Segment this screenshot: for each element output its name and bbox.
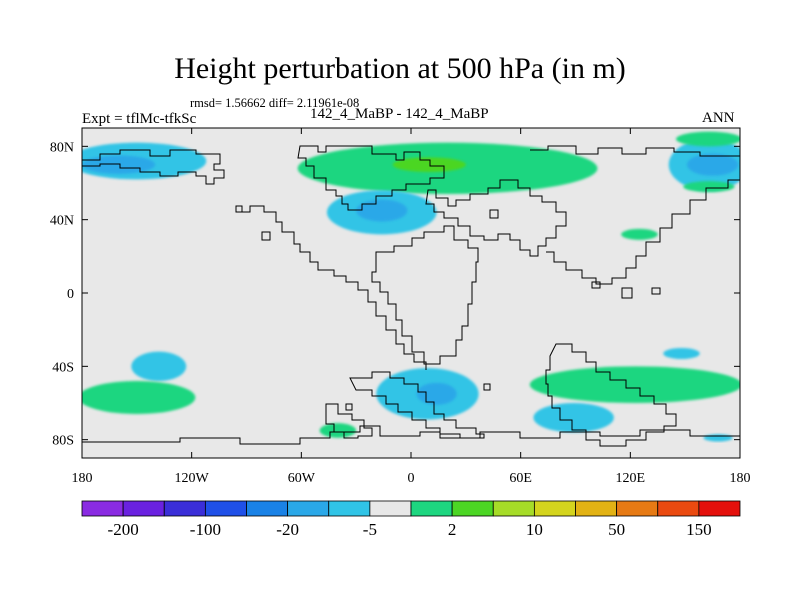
x-tick-label: 60E xyxy=(509,471,532,486)
chart-title: Height perturbation at 500 hPa (in m) xyxy=(174,52,626,85)
island-5 xyxy=(621,287,633,299)
island-6 xyxy=(651,287,661,295)
season-label: ANN xyxy=(702,110,735,126)
x-tick-label: 0 xyxy=(408,471,415,486)
coastline-asia xyxy=(530,145,740,285)
anomaly-blue-south-east-small xyxy=(663,348,700,359)
case-label: 142_4_MaBP - 142_4_MaBP xyxy=(310,106,489,122)
anomaly-layer xyxy=(82,131,740,442)
coastline-america xyxy=(82,149,225,185)
colorbar-swatch xyxy=(204,500,247,517)
anomaly-blue-antarctic-east xyxy=(703,434,733,442)
stats-label: rmsd= 1.56662 diff= 2.11961e-08 xyxy=(190,96,360,110)
colorbar: -200 -100 -20 -5 2 10 50 150 xyxy=(81,500,741,539)
anomaly-green-south-west xyxy=(82,381,196,414)
colorbar-swatch xyxy=(163,500,206,517)
colorbar-swatch xyxy=(533,500,576,517)
colorbar-swatch xyxy=(122,500,165,517)
axes: 180 120W 60W 0 60E 120E 180 80N 40N 0 40S 80S xyxy=(50,128,751,486)
coastline-southeast xyxy=(545,343,677,447)
colorbar-swatch xyxy=(369,500,412,517)
anomaly-blue-ne-core xyxy=(686,153,739,176)
island-4 xyxy=(591,281,601,289)
anomaly-blue-south-atlantic-core xyxy=(416,382,457,405)
colorbar-swatch xyxy=(492,500,535,517)
y-tick-label: 0 xyxy=(67,287,74,302)
colorbar-label: 150 xyxy=(686,520,712,539)
anomaly-green-antarctic xyxy=(319,423,357,438)
colorbar-swatch xyxy=(410,500,453,517)
coastline-greenland xyxy=(297,145,445,211)
colorbar-swatch xyxy=(328,500,371,517)
experiment-label: Expt = tflMc-tfkSc xyxy=(82,111,197,127)
anomaly-green-ne-top xyxy=(676,131,740,147)
anomaly-blue-nw-core xyxy=(82,155,156,174)
x-tick-label: 120E xyxy=(616,471,646,486)
colorbar-swatch xyxy=(616,500,659,517)
island-1 xyxy=(235,205,243,213)
colorbar-label: 10 xyxy=(526,520,543,539)
colorbar-label: 50 xyxy=(608,520,625,539)
colorbar-label: -100 xyxy=(190,520,221,539)
colorbar-label: 2 xyxy=(448,520,457,539)
y-tick-label: 40N xyxy=(50,214,74,229)
anomaly-blue-south-indian xyxy=(533,403,614,433)
colorbar-swatch xyxy=(575,500,618,517)
anomaly-green-north-core xyxy=(392,157,466,173)
coastlines xyxy=(82,145,740,447)
island-3 xyxy=(489,209,499,219)
colorbar-label: -20 xyxy=(276,520,299,539)
coastline-south-west xyxy=(325,403,373,439)
island-8 xyxy=(483,383,491,391)
x-tick-label: 60W xyxy=(288,471,316,486)
coastline-africa xyxy=(371,225,479,365)
coastline-europe xyxy=(425,179,567,257)
colorbar-label: -200 xyxy=(108,520,139,539)
coastline-west-coast xyxy=(240,205,427,370)
x-tick-label: 180 xyxy=(730,471,751,486)
x-tick-label: 180 xyxy=(72,471,93,486)
colorbar-label: -5 xyxy=(363,520,377,539)
anomaly-blue-south-pacific xyxy=(131,351,187,382)
colorbar-swatch xyxy=(657,500,700,517)
coastline-south-central xyxy=(349,371,485,439)
island-2 xyxy=(261,231,271,241)
island-7 xyxy=(345,403,353,411)
colorbar-swatch xyxy=(698,500,741,517)
y-tick-label: 40S xyxy=(52,360,74,375)
anomaly-green-east-small xyxy=(621,228,658,240)
y-tick-label: 80S xyxy=(52,434,74,449)
anomaly-blue-atlantic-core xyxy=(356,199,408,222)
x-tick-label: 120W xyxy=(175,471,210,486)
colorbar-swatch xyxy=(451,500,494,517)
colorbar-swatch xyxy=(81,500,124,517)
colorbar-swatch xyxy=(287,500,330,517)
colorbar-swatch xyxy=(246,500,289,517)
anomaly-green-ne-bottom xyxy=(683,181,735,193)
anomaly-green-south-east xyxy=(529,366,740,403)
coastline-antarctica xyxy=(82,425,740,445)
y-tick-label: 80N xyxy=(50,140,74,155)
